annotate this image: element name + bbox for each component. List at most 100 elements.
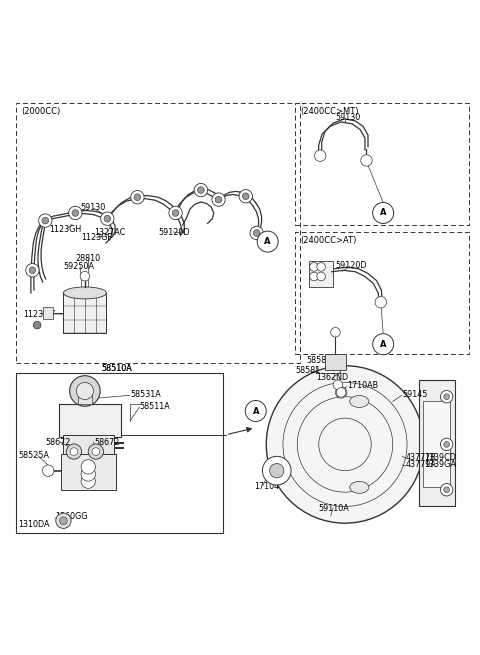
Text: 1327AC: 1327AC [95,227,126,236]
Circle shape [198,187,204,193]
Text: 59110A: 59110A [319,504,349,514]
Circle shape [169,206,182,219]
Circle shape [441,483,453,496]
Text: 59145: 59145 [402,390,428,399]
Circle shape [80,271,90,281]
Text: 58510A: 58510A [102,364,132,373]
Circle shape [172,210,179,216]
Bar [16,373,223,533]
Text: A: A [252,407,259,415]
Circle shape [317,263,325,271]
Circle shape [441,390,453,403]
Text: 58510A: 58510A [102,364,132,373]
Circle shape [88,444,104,459]
Text: 59130: 59130 [336,113,360,122]
Circle shape [56,513,71,529]
Circle shape [76,383,94,400]
Bar [61,454,116,490]
Circle shape [314,150,326,161]
Bar [419,380,455,506]
Circle shape [266,365,424,523]
Circle shape [444,394,449,400]
Circle shape [34,322,41,329]
Text: 43777B: 43777B [406,453,437,462]
Circle shape [242,193,249,200]
Text: 58525A: 58525A [18,451,49,460]
Circle shape [69,206,82,219]
Circle shape [239,189,252,203]
Circle shape [60,517,67,525]
Bar [295,232,469,354]
Text: 1710AB: 1710AB [348,381,379,390]
Circle shape [336,386,347,398]
Circle shape [42,217,48,224]
Text: 58581: 58581 [295,366,320,375]
Bar [16,103,300,364]
Circle shape [310,263,318,271]
Bar [78,394,92,404]
Text: 58511A: 58511A [140,402,170,411]
Text: 58672: 58672 [95,438,120,447]
Circle shape [270,464,284,478]
Text: A: A [264,237,271,246]
Circle shape [372,202,394,223]
Ellipse shape [63,287,107,299]
Circle shape [215,196,222,203]
Circle shape [444,487,449,493]
Circle shape [336,388,346,397]
Text: 1360GG: 1360GG [55,512,88,521]
Circle shape [26,263,39,277]
Text: 58672: 58672 [46,438,71,447]
Text: 1123GH: 1123GH [49,225,82,234]
Text: 17104: 17104 [254,482,279,491]
Ellipse shape [350,396,369,407]
Circle shape [81,467,96,481]
Circle shape [253,230,260,236]
Circle shape [263,457,291,485]
Text: 1123GV: 1123GV [23,310,55,319]
Bar [423,402,450,487]
Circle shape [81,474,96,489]
Text: 58531A: 58531A [130,390,161,399]
Text: 1339CD: 1339CD [424,453,456,462]
Text: A: A [380,340,386,348]
Text: 59120D: 59120D [336,261,367,270]
Text: 1123GF: 1123GF [82,233,112,242]
Circle shape [70,448,78,455]
Circle shape [38,214,52,227]
Bar [59,404,120,438]
Text: 58580F: 58580F [307,356,336,365]
Text: 1362ND: 1362ND [316,373,348,382]
Circle shape [317,272,325,281]
Circle shape [42,465,54,476]
Text: 1310DA: 1310DA [18,519,49,529]
Bar [63,435,114,454]
Text: 43779A: 43779A [406,460,437,470]
Bar [309,261,333,287]
Text: 59250A: 59250A [63,263,95,271]
Circle shape [81,460,96,474]
Circle shape [131,191,144,204]
Circle shape [245,400,266,422]
Text: A: A [380,208,386,217]
Text: 1339GA: 1339GA [424,460,456,470]
Ellipse shape [350,481,369,493]
Text: (2000CC): (2000CC) [22,107,60,116]
Circle shape [92,448,100,455]
Circle shape [444,441,449,447]
Circle shape [212,193,225,206]
Circle shape [72,210,79,216]
Circle shape [331,328,340,337]
Circle shape [66,444,82,459]
Circle shape [257,231,278,252]
Text: 59130: 59130 [80,203,106,212]
Bar [63,293,107,333]
Circle shape [70,376,100,406]
Circle shape [310,272,318,281]
Circle shape [194,183,207,196]
Circle shape [375,297,386,308]
Text: (2400CC>AT): (2400CC>AT) [300,236,357,245]
Circle shape [441,438,453,451]
Bar [43,307,53,319]
Bar [295,103,469,225]
